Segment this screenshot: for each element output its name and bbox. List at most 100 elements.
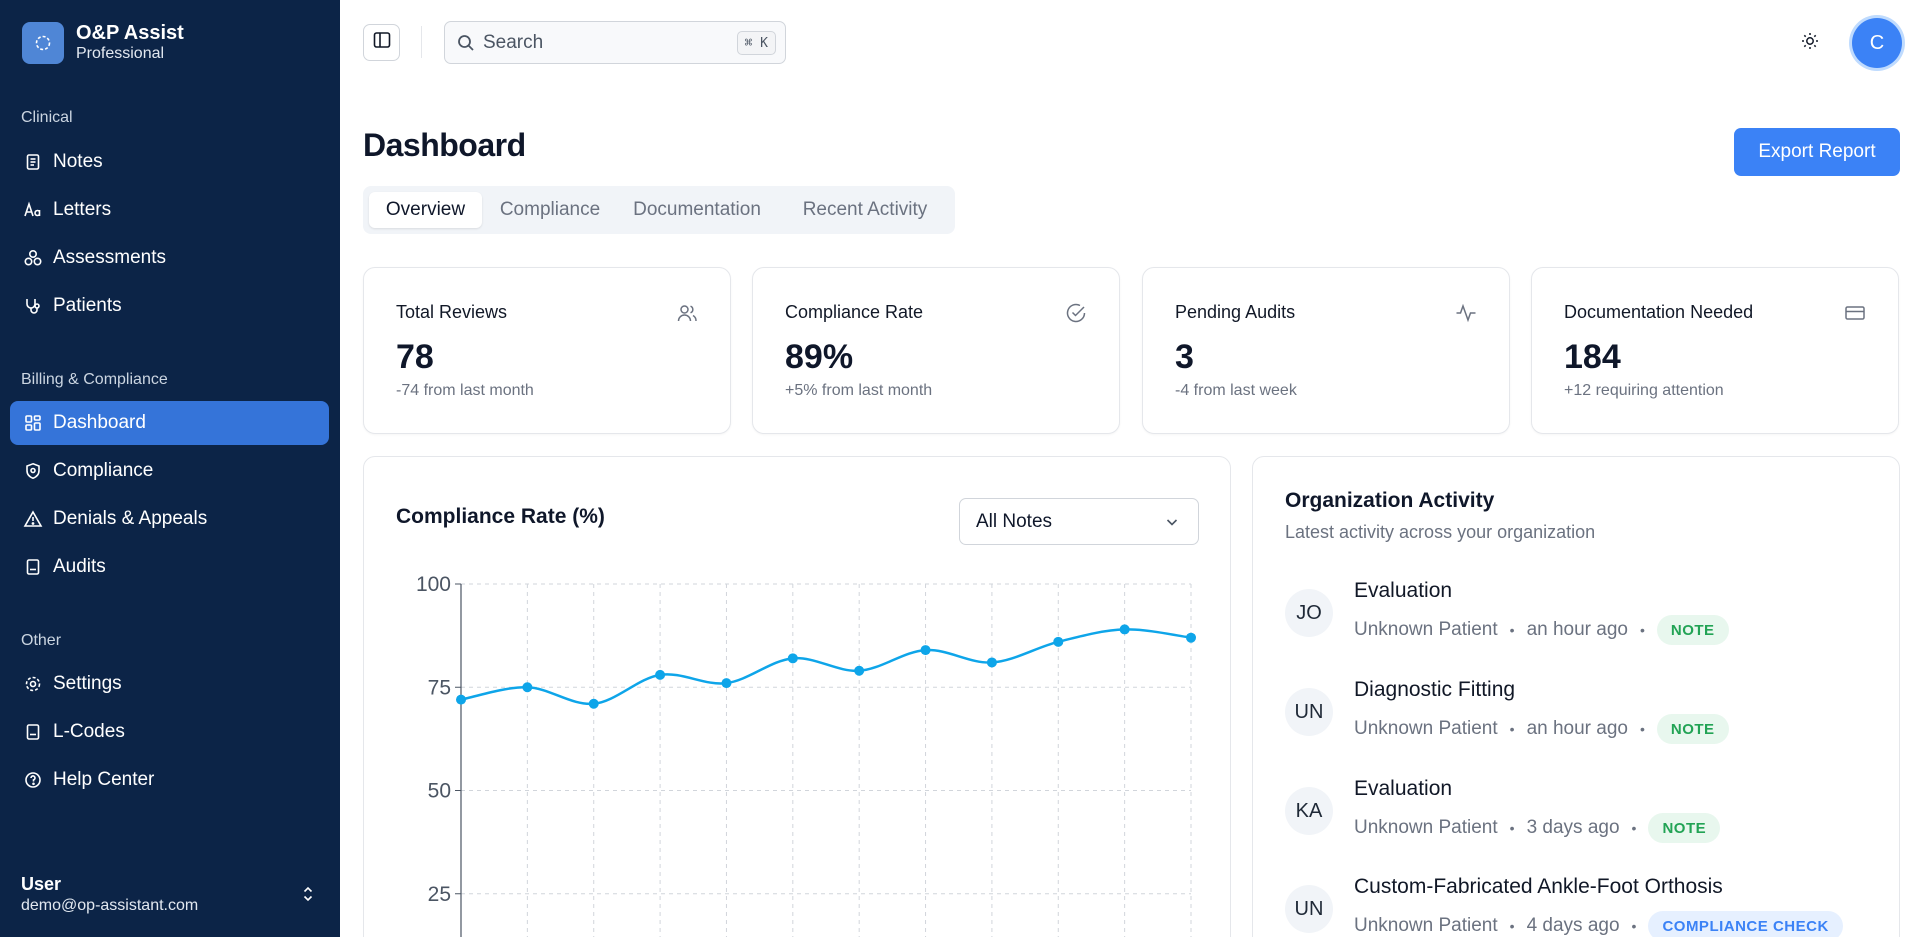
- stat-value: 78: [396, 338, 434, 376]
- sidebar-item-notes[interactable]: Notes: [10, 140, 329, 184]
- sidebar-item-lcodes[interactable]: L-Codes: [10, 710, 329, 754]
- activity-item-title: Diagnostic Fitting: [1354, 678, 1516, 701]
- card-icon: [1844, 302, 1866, 324]
- data-point: [1186, 632, 1196, 643]
- activity-item-title: Evaluation: [1354, 777, 1453, 800]
- search-bar[interactable]: ⌘ K: [444, 21, 786, 64]
- note-filter-select[interactable]: All Notes: [959, 498, 1199, 545]
- activity-patient: Unknown Patient: [1354, 619, 1498, 640]
- theme-toggle-button[interactable]: [1797, 30, 1823, 56]
- sidebar: O&P Assist Professional Clinical Notes L…: [0, 0, 340, 937]
- stat-card-compliance-rate: Compliance Rate 89% +5% from last month: [752, 267, 1120, 434]
- separator-dot: •: [1639, 622, 1645, 638]
- activity-time: an hour ago: [1526, 619, 1628, 640]
- search-input[interactable]: [483, 31, 723, 54]
- data-point: [655, 669, 666, 680]
- activity-patient: Unknown Patient: [1354, 718, 1498, 739]
- sidebar-item-label: Notes: [53, 151, 103, 172]
- user-name: User: [21, 874, 62, 894]
- status-badge: NOTE: [1656, 714, 1729, 744]
- separator-dot: •: [1631, 918, 1637, 934]
- activity-subtitle: Latest activity across your organization: [1285, 522, 1596, 542]
- dashboard-icon: [23, 413, 43, 433]
- stat-card-documentation-needed: Documentation Needed 184 +12 requiring a…: [1531, 267, 1899, 434]
- tab-compliance[interactable]: Compliance: [499, 199, 601, 220]
- stat-card-total-reviews: Total Reviews 78 -74 from last month: [363, 267, 731, 434]
- search-shortcut: ⌘ K: [736, 31, 776, 55]
- data-point: [456, 694, 466, 705]
- tab-recent-activity[interactable]: Recent Activity: [802, 199, 928, 220]
- sidebar-item-help-center[interactable]: Help Center: [10, 758, 329, 802]
- stat-value: 3: [1175, 338, 1194, 376]
- data-point: [787, 653, 798, 664]
- sidebar-item-letters[interactable]: Letters: [10, 188, 329, 232]
- activity-patient: Unknown Patient: [1354, 817, 1498, 838]
- activity-item[interactable]: KA Evaluation Unknown Patient • 3 days a…: [1285, 777, 1885, 857]
- data-point: [588, 698, 599, 709]
- sidebar-item-audits[interactable]: Audits: [10, 545, 329, 589]
- app-tier: Professional: [76, 45, 165, 62]
- activity-item[interactable]: UN Custom-Fabricated Ankle-Foot Orthosis…: [1285, 875, 1885, 937]
- sidebar-item-denials-appeals[interactable]: Denials & Appeals: [10, 497, 329, 541]
- separator-dot: •: [1509, 918, 1515, 934]
- separator-dot: •: [1509, 721, 1515, 737]
- sidebar-item-assessments[interactable]: Assessments: [10, 236, 329, 280]
- gear-icon: [23, 674, 43, 694]
- sidebar-item-label: Help Center: [53, 769, 155, 790]
- logo-icon: [22, 22, 64, 64]
- user-email: demo@op-assistant.com: [21, 897, 199, 914]
- activity-item[interactable]: JO Evaluation Unknown Patient • an hour …: [1285, 579, 1885, 659]
- activity-item-title: Evaluation: [1354, 579, 1453, 602]
- sidebar-toggle-icon: [372, 30, 392, 55]
- sidebar-item-settings[interactable]: Settings: [10, 662, 329, 706]
- status-badge: COMPLIANCE CHECK: [1648, 911, 1843, 937]
- sidebar-item-compliance[interactable]: Compliance: [10, 449, 329, 493]
- activity-patient: Unknown Patient: [1354, 915, 1498, 936]
- data-point: [522, 682, 533, 693]
- check-circle-icon: [1065, 302, 1087, 324]
- stat-title: Total Reviews: [396, 302, 508, 322]
- compliance-chart-card: Compliance Rate (%) All Notes 100 75 50 25: [363, 456, 1231, 937]
- notes-icon: [23, 152, 43, 172]
- activity-time: 4 days ago: [1526, 915, 1620, 936]
- stat-title: Pending Audits: [1175, 302, 1296, 322]
- stat-subtext: +12 requiring attention: [1564, 382, 1724, 399]
- sidebar-toggle-button[interactable]: [363, 24, 400, 61]
- sun-icon: [1801, 32, 1819, 55]
- app-name: O&P Assist: [76, 22, 184, 44]
- activity-icon: [1455, 302, 1477, 324]
- separator-dot: •: [1631, 820, 1637, 836]
- activity-time: 3 days ago: [1526, 817, 1620, 838]
- assessments-icon: [23, 248, 43, 268]
- stat-title: Documentation Needed: [1564, 302, 1754, 322]
- sidebar-item-patients[interactable]: Patients: [10, 284, 329, 328]
- stethoscope-icon: [23, 296, 43, 316]
- separator-dot: •: [1509, 820, 1515, 836]
- tab-overview[interactable]: Overview: [369, 192, 482, 228]
- chevron-up-down-icon[interactable]: [298, 884, 318, 904]
- note-filter-value: All Notes: [976, 510, 1053, 532]
- data-point: [986, 657, 997, 668]
- tab-bar: Overview Compliance Documentation Recent…: [363, 186, 955, 234]
- page-title: Dashboard: [363, 127, 526, 163]
- sidebar-item-label: Compliance: [53, 460, 154, 481]
- activity-item[interactable]: UN Diagnostic Fitting Unknown Patient • …: [1285, 678, 1885, 758]
- user-avatar-button[interactable]: C: [1852, 18, 1902, 68]
- stat-subtext: +5% from last month: [785, 382, 933, 399]
- stat-value: 184: [1564, 338, 1621, 376]
- status-badge: NOTE: [1648, 813, 1721, 843]
- y-tick-label: 75: [428, 676, 451, 699]
- user-menu[interactable]: User demo@op-assistant.com: [21, 873, 198, 917]
- brand[interactable]: O&P Assist Professional: [22, 22, 184, 64]
- activity-time: an hour ago: [1526, 718, 1628, 739]
- section-label-other: Other: [21, 632, 62, 649]
- sidebar-item-dashboard[interactable]: Dashboard: [10, 401, 329, 445]
- tab-documentation[interactable]: Documentation: [633, 199, 761, 220]
- y-tick-label: 100: [416, 573, 451, 596]
- audits-icon: [23, 557, 43, 577]
- export-report-button[interactable]: Export Report: [1734, 128, 1900, 176]
- lcodes-icon: [23, 722, 43, 742]
- stat-title: Compliance Rate: [785, 302, 924, 322]
- search-icon: [457, 34, 475, 52]
- avatar: KA: [1285, 787, 1333, 835]
